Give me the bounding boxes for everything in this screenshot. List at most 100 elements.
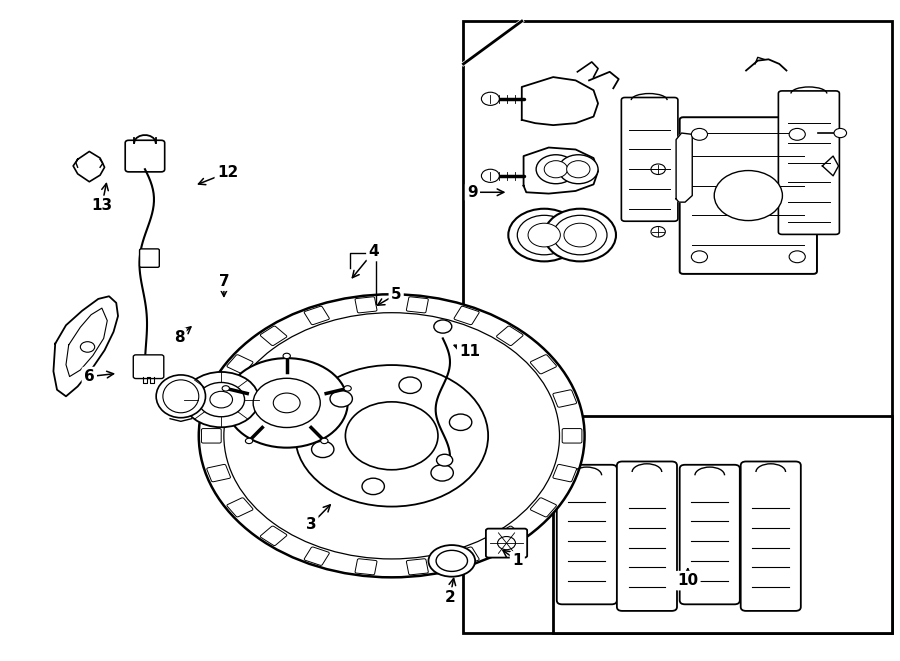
FancyBboxPatch shape — [207, 465, 230, 482]
FancyBboxPatch shape — [497, 326, 523, 346]
Circle shape — [320, 438, 328, 444]
FancyBboxPatch shape — [616, 461, 677, 611]
Circle shape — [498, 537, 516, 550]
FancyBboxPatch shape — [356, 297, 377, 313]
Text: 7: 7 — [219, 274, 230, 289]
Circle shape — [559, 155, 598, 184]
FancyBboxPatch shape — [407, 559, 428, 575]
FancyBboxPatch shape — [621, 97, 678, 221]
Circle shape — [482, 93, 500, 105]
Circle shape — [362, 478, 384, 494]
FancyBboxPatch shape — [407, 297, 428, 313]
Circle shape — [198, 383, 245, 416]
Circle shape — [199, 294, 585, 577]
FancyBboxPatch shape — [497, 526, 523, 545]
FancyBboxPatch shape — [207, 390, 230, 407]
Text: 3: 3 — [306, 517, 316, 532]
FancyBboxPatch shape — [553, 390, 577, 407]
FancyBboxPatch shape — [553, 465, 577, 482]
FancyBboxPatch shape — [454, 547, 479, 565]
Text: 1: 1 — [512, 553, 523, 568]
FancyBboxPatch shape — [680, 117, 817, 274]
Circle shape — [344, 386, 351, 391]
Circle shape — [567, 161, 590, 178]
Circle shape — [691, 251, 707, 262]
Circle shape — [295, 365, 488, 506]
Circle shape — [80, 342, 94, 352]
FancyBboxPatch shape — [454, 306, 479, 325]
Text: 4: 4 — [368, 244, 379, 259]
Polygon shape — [53, 296, 118, 397]
Polygon shape — [73, 151, 104, 182]
Text: 11: 11 — [459, 344, 481, 359]
Text: 8: 8 — [174, 330, 184, 344]
FancyBboxPatch shape — [530, 498, 556, 517]
Circle shape — [210, 391, 232, 408]
Circle shape — [330, 391, 353, 407]
Circle shape — [449, 414, 472, 430]
Circle shape — [224, 313, 560, 559]
Text: 2: 2 — [445, 590, 455, 605]
FancyBboxPatch shape — [741, 461, 801, 611]
Circle shape — [651, 164, 665, 175]
Circle shape — [274, 393, 300, 412]
Bar — [464, 21, 892, 633]
Text: 10: 10 — [677, 573, 698, 588]
Text: 5: 5 — [391, 287, 401, 302]
FancyBboxPatch shape — [557, 465, 617, 604]
Circle shape — [431, 465, 454, 481]
Text: 13: 13 — [91, 198, 112, 213]
Circle shape — [253, 378, 320, 428]
Bar — [554, 416, 892, 633]
FancyBboxPatch shape — [486, 529, 527, 558]
Circle shape — [691, 128, 707, 140]
Circle shape — [789, 251, 806, 262]
Ellipse shape — [157, 375, 205, 418]
Circle shape — [184, 372, 259, 427]
Circle shape — [283, 353, 291, 359]
Circle shape — [436, 454, 453, 466]
Circle shape — [789, 128, 806, 140]
Circle shape — [554, 215, 607, 254]
FancyBboxPatch shape — [356, 559, 377, 575]
FancyBboxPatch shape — [140, 249, 159, 267]
FancyBboxPatch shape — [530, 355, 556, 374]
Text: 12: 12 — [217, 165, 239, 180]
FancyBboxPatch shape — [133, 355, 164, 379]
Circle shape — [222, 386, 230, 391]
FancyBboxPatch shape — [227, 498, 253, 517]
Ellipse shape — [428, 545, 475, 576]
FancyBboxPatch shape — [260, 326, 287, 346]
Circle shape — [508, 209, 580, 261]
Circle shape — [311, 441, 334, 457]
FancyBboxPatch shape — [562, 428, 582, 443]
Text: 9: 9 — [467, 185, 478, 200]
FancyBboxPatch shape — [304, 547, 329, 565]
Polygon shape — [522, 77, 598, 125]
FancyBboxPatch shape — [260, 526, 287, 545]
Circle shape — [564, 223, 596, 247]
FancyBboxPatch shape — [680, 465, 740, 604]
Circle shape — [434, 320, 452, 333]
FancyBboxPatch shape — [125, 140, 165, 172]
Polygon shape — [524, 147, 598, 194]
Ellipse shape — [163, 380, 199, 412]
Text: 6: 6 — [84, 369, 94, 384]
FancyBboxPatch shape — [304, 306, 329, 325]
Polygon shape — [676, 133, 692, 202]
Ellipse shape — [436, 551, 467, 571]
Circle shape — [544, 161, 568, 178]
Circle shape — [715, 171, 782, 221]
Circle shape — [399, 377, 421, 393]
FancyBboxPatch shape — [227, 355, 253, 374]
Circle shape — [518, 215, 572, 254]
FancyBboxPatch shape — [202, 428, 221, 443]
Circle shape — [536, 155, 576, 184]
FancyBboxPatch shape — [778, 91, 840, 235]
Circle shape — [528, 223, 561, 247]
Circle shape — [346, 402, 438, 470]
Circle shape — [482, 169, 500, 182]
Circle shape — [246, 438, 253, 444]
Circle shape — [834, 128, 847, 137]
Circle shape — [226, 358, 347, 447]
